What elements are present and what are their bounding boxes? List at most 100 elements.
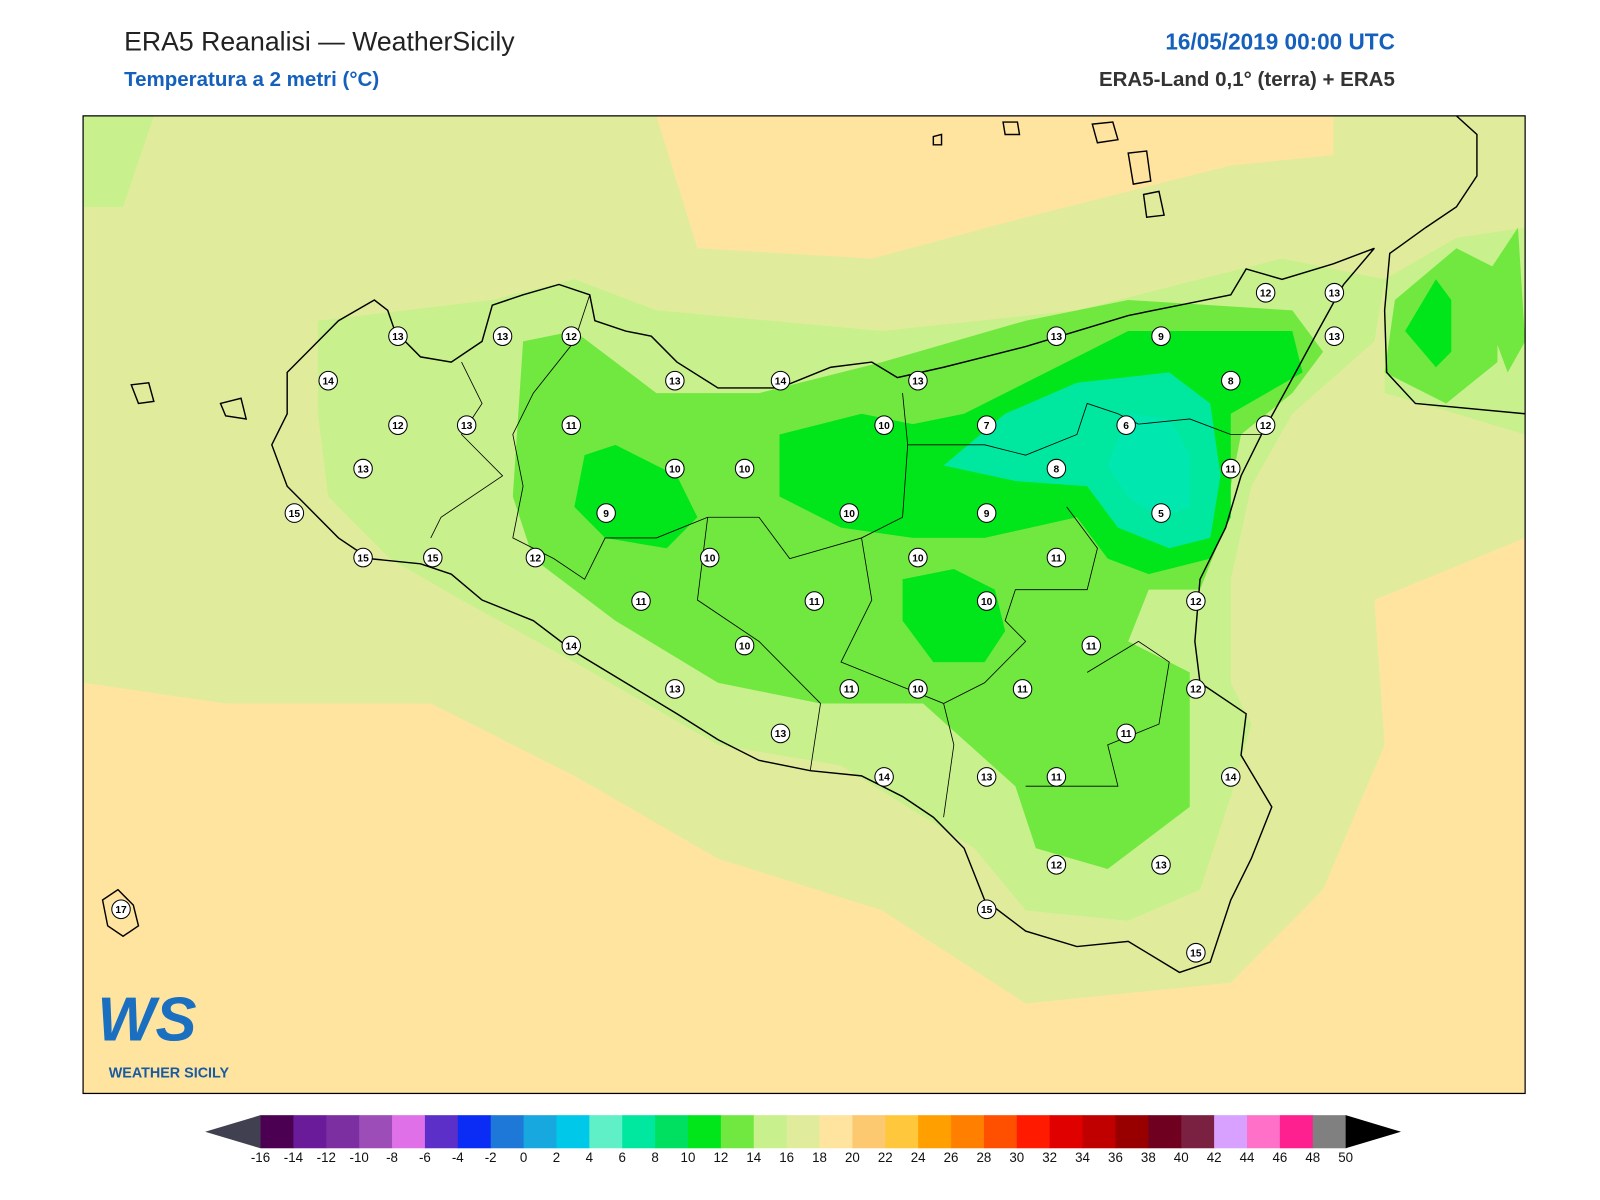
station-value: 15 [357,553,369,564]
station-value: 13 [669,376,681,387]
station-value: 11 [1051,773,1062,784]
station-value: 17 [115,905,127,916]
station-value: 14 [775,376,787,387]
colorbar-tick-label: 18 [812,1150,827,1165]
title: ERA5 Reanalisi — WeatherSicily [124,26,515,56]
station-value: 13 [1051,332,1063,343]
station-marker [284,503,305,523]
station-marker [561,326,582,347]
station-marker [1116,723,1136,744]
subtitle: Temperatura a 2 metri (°C) [124,68,379,91]
station-value: 12 [1260,421,1272,432]
colorbar-under [205,1115,261,1149]
colorbar-tick-label: 28 [977,1150,992,1165]
colorbar-box [523,1115,557,1149]
station-marker [1324,282,1345,303]
colorbar-tick-label: 12 [713,1150,728,1165]
colorbar: -16 -14 -12 -10 -8 -6 -4 -2 0 2 4 6 8 10 12 14 16 18 20 22 2… [205,1115,1402,1165]
station-value: 7 [984,421,990,432]
station-marker [1186,942,1206,963]
colorbar-tick-label: 2 [553,1150,560,1165]
station-value: 8 [1228,376,1234,387]
colorbar-tick-label: 32 [1042,1150,1057,1165]
zone-10-12 [1384,227,1526,404]
station-marker [839,503,859,523]
colorbar-tick-label: 36 [1108,1150,1123,1165]
colorbar-box [655,1115,689,1149]
colorbar-tick-label: -8 [386,1150,398,1165]
station-marker [976,415,997,436]
station-marker [596,503,616,523]
station-marker [1221,370,1241,391]
station-value: 9 [1158,332,1164,343]
station-value: 14 [322,376,334,387]
station-value: 14 [566,641,578,652]
station-value: 10 [739,641,751,652]
colorbar-tick-label: 0 [520,1150,527,1165]
colorbar-box [1279,1115,1314,1149]
colorbar-box [1148,1115,1182,1149]
colorbar-box [457,1115,492,1149]
station-marker [318,370,338,391]
zone-12-14 [83,115,154,207]
station-marker [423,547,443,568]
colorbar-box [1115,1115,1149,1149]
colorbar-box [1016,1115,1051,1149]
station-marker [874,767,894,787]
colorbar-tick-label: 48 [1305,1150,1320,1165]
station-value: 10 [669,464,681,475]
colorbar-box [918,1115,952,1149]
station-marker [804,591,825,611]
colorbar-tick-label: 8 [651,1150,658,1165]
station-marker [908,547,928,568]
station-marker [561,635,582,656]
station-marker [734,458,755,479]
station-value: 13 [981,773,993,784]
station-value: 12 [392,421,404,432]
colorbar-box [589,1115,623,1149]
station-marker [1255,415,1276,436]
station-value: 10 [912,685,924,696]
colorbar-tick-label: 40 [1174,1150,1189,1165]
colorbar-tick-label: -14 [284,1150,304,1165]
colorbar-tick-label: 46 [1272,1150,1287,1165]
colorbar-box [687,1115,722,1149]
station-value: 13 [1155,861,1167,872]
station-value: 13 [1329,288,1341,299]
station-marker [700,547,720,568]
station-marker [631,591,651,611]
station-marker [1151,855,1171,875]
colorbar-box [556,1115,590,1149]
station-value: 11 [1121,729,1132,740]
station-value: 12 [1051,861,1063,872]
colorbar-tick-label: 42 [1207,1150,1222,1165]
station-value: 10 [981,597,993,608]
colorbar-box [293,1115,327,1149]
station-marker [908,679,928,699]
station-value: 11 [1051,553,1062,564]
station-value: 9 [984,509,990,520]
station-marker [1186,679,1206,699]
colorbar-tick-label: -6 [419,1150,431,1165]
station-marker [1046,767,1067,787]
coastline [101,115,1526,974]
colorbar-box [1246,1115,1281,1149]
station-value: 10 [704,553,716,564]
station-marker [1116,415,1136,436]
station-marker [908,370,928,391]
colorbar-box [1181,1115,1215,1149]
map [83,115,1526,1094]
station-value: 12 [1190,685,1202,696]
station-marker [1151,503,1171,523]
logo-name: WEATHER SICILY [109,1066,230,1082]
station-value: 11 [1225,464,1236,475]
colorbar-tick-label: 14 [746,1150,761,1165]
station-marker [976,503,997,523]
colorbar-tick-label: 44 [1240,1150,1255,1165]
colorbar-box [819,1115,853,1149]
colorbar-tick-label: -12 [317,1150,336,1165]
colorbar-box [885,1115,919,1149]
colorbar-over [1345,1115,1402,1149]
